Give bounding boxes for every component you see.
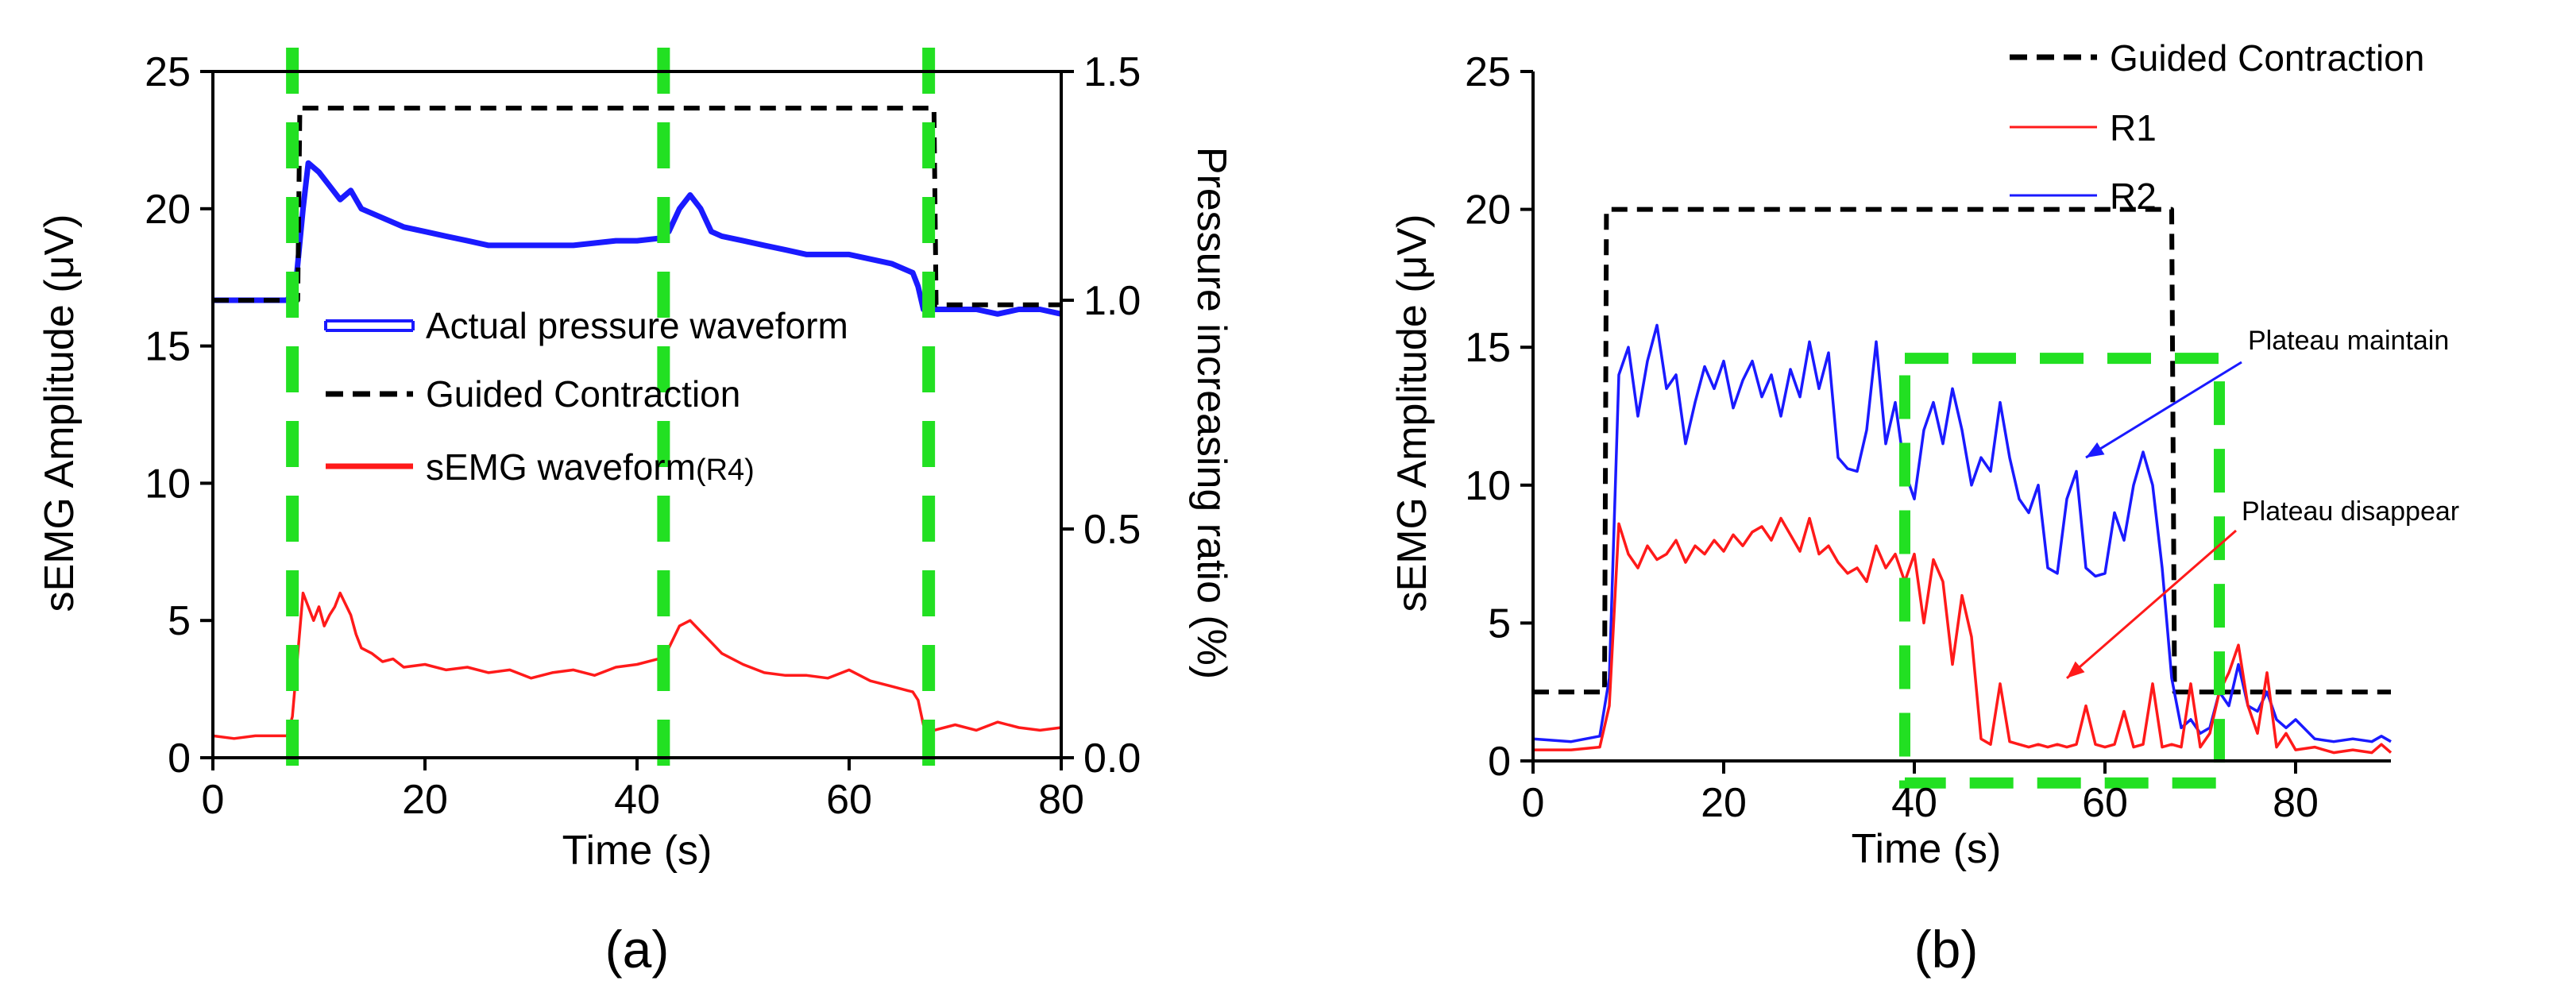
panel-b-annotations: Plateau maintain Plateau disappear (2066, 326, 2459, 679)
annotation-plateau-disappear-arrow (2066, 529, 2237, 679)
legend-label-r1: R1 (2110, 107, 2157, 149)
panel-b-series-r2 (1532, 323, 2392, 743)
legend-item-r2: R2 (2010, 176, 2157, 217)
annotation-plateau-maintain-text: Plateau maintain (2248, 326, 2449, 356)
panel-a-y-axis-title: sEMG Amplitude (μV) (37, 214, 83, 612)
panel-b-highlight-rect (1899, 353, 2225, 789)
legend-item-semg-r4: sEMG waveform(R4) (326, 446, 755, 488)
legend-label-guided-contraction-a: Guided Contraction (426, 373, 740, 415)
panel-a-label: (a) (605, 920, 670, 979)
panel-b-series-r1 (1533, 516, 2393, 755)
panel-b-x-axis-title: Time (s) (1852, 826, 2002, 872)
panel-a-y-tick-label-0: 0 (168, 736, 191, 782)
annotation-plateau-disappear-text: Plateau disappear (2242, 496, 2459, 527)
panel-b-y-tick-label-1: 5 (1488, 600, 1511, 647)
legend-label-semg-r4: sEMG waveform(R4) (426, 446, 755, 488)
panel-b-y-tick-label-2: 10 (1465, 463, 1511, 509)
panel-b-series-guided (1533, 207, 2391, 695)
panel-a-y2-tick-label-3: 1.5 (1083, 49, 1141, 95)
panel-b-axes (1531, 71, 2391, 763)
panel-a-y-tick-label-4: 20 (145, 187, 191, 233)
panel-a-y2-tick-label-0: 0.0 (1083, 736, 1141, 782)
panel-a-x-tick-label-4: 80 (1038, 777, 1084, 823)
legend-item-r1: R1 (2010, 107, 2157, 149)
panel-b-label: (b) (1914, 920, 1979, 979)
panel-a-x-tick-label-2: 40 (614, 777, 660, 823)
panel-a-x-ticks: 0 20 40 60 80 (202, 758, 1084, 823)
panel-a-series-guided (213, 106, 1061, 307)
panel-a-y-tick-label-3: 15 (145, 324, 191, 370)
panel-a-series-semg_r4 (212, 591, 1062, 740)
annotation-plateau-maintain: Plateau maintain (2085, 326, 2449, 459)
panel-b-legend: Guided Contraction R1 R2 (2010, 37, 2424, 217)
panel-a-y-tick-label-5: 25 (145, 49, 191, 95)
panel-b: 0 20 40 60 80 0 5 10 15 20 25 Time (s) sEMG Ampli… (1389, 37, 2459, 979)
panel-b-y-tick-label-3: 15 (1465, 325, 1511, 371)
annotation-plateau-maintain-arrowhead (2086, 442, 2105, 458)
panel-b-x-ticks: 0 20 40 60 80 (1522, 761, 2319, 826)
panel-b-highlight-box (1899, 353, 2225, 789)
panel-a-y2-axis-title: Pressure increasing ratio (%) (1188, 147, 1234, 679)
panel-a-x-tick-label-1: 20 (402, 777, 448, 823)
panel-a-vertical-markers (286, 48, 936, 782)
panel-a: 0 20 40 60 80 0 5 10 15 20 25 0.0 0.5 1.0 1.5 Time (… (37, 48, 1234, 979)
panel-b-y-axis-title: sEMG Amplitude (μV) (1389, 214, 1435, 612)
panel-b-x-tick-label-3: 60 (2082, 780, 2128, 826)
panel-a-x-axis-title: Time (s) (562, 828, 713, 874)
panel-b-y-tick-label-4: 20 (1465, 187, 1511, 234)
panel-a-x-tick-label-3: 60 (826, 777, 872, 823)
legend-label-r2: R2 (2110, 176, 2157, 217)
legend-item-actual-pressure: Actual pressure waveform (324, 305, 848, 346)
annotation-plateau-disappear: Plateau disappear (2066, 496, 2459, 679)
legend-label-actual-pressure: Actual pressure waveform (426, 305, 848, 346)
legend-item-guided-contraction-b: Guided Contraction (2010, 37, 2424, 79)
annotation-plateau-disappear-arrowhead (2067, 661, 2085, 678)
panel-b-x-tick-label-2: 40 (1891, 780, 1937, 826)
legend-label-guided-contraction-b: Guided Contraction (2110, 37, 2424, 79)
panel-b-y-tick-label-0: 0 (1488, 739, 1511, 785)
legend-item-guided-contraction-a: Guided Contraction (326, 373, 740, 415)
panel-b-y-tick-label-5: 25 (1465, 49, 1511, 95)
panel-a-y-ticks: 0 5 10 15 20 25 (145, 49, 213, 782)
panel-a-y2-tick-label-2: 1.0 (1083, 278, 1141, 324)
annotation-plateau-maintain-arrow (2085, 361, 2242, 459)
panel-b-x-tick-label-1: 20 (1701, 780, 1747, 826)
panel-b-series (1532, 207, 2393, 755)
panel-a-y2-ticks: 0.0 0.5 1.0 1.5 (1061, 49, 1141, 782)
panel-b-x-tick-label-4: 80 (2273, 780, 2319, 826)
panel-a-y-tick-label-1: 5 (168, 598, 191, 644)
panel-a-x-tick-label-0: 0 (202, 777, 225, 823)
panel-b-y-ticks: 0 5 10 15 20 25 (1465, 49, 1533, 785)
panel-a-y2-tick-label-1: 0.5 (1083, 507, 1141, 553)
panel-a-legend: Actual pressure waveform Guided Contract… (324, 305, 848, 488)
panel-b-x-tick-label-0: 0 (1522, 780, 1545, 826)
panel-a-y-tick-label-2: 10 (145, 461, 191, 507)
